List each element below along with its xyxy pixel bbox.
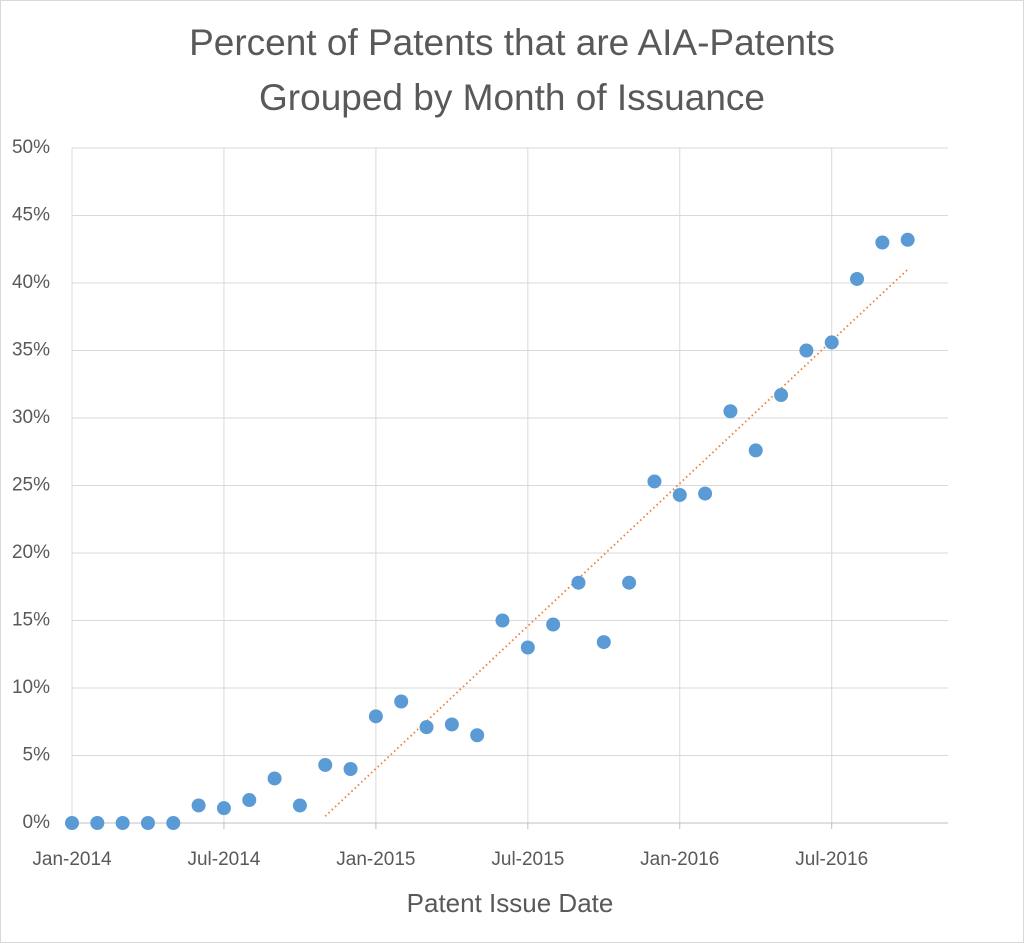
data-point [318, 758, 332, 772]
data-point [622, 576, 636, 590]
data-point [166, 816, 180, 830]
data-point [445, 717, 459, 731]
data-point [116, 816, 130, 830]
y-tick-label: 20% [12, 542, 50, 563]
x-tick-label: Jan-2016 [640, 849, 719, 870]
data-point [344, 762, 358, 776]
data-point [875, 236, 889, 250]
y-tick-label: 25% [12, 475, 50, 496]
data-point [90, 816, 104, 830]
data-point [546, 618, 560, 632]
x-tick-label: Jan-2014 [32, 849, 112, 870]
chart-title: Percent of Patents that are AIA-Patents [189, 22, 835, 63]
data-point [141, 816, 155, 830]
data-point [673, 488, 687, 502]
data-point [394, 695, 408, 709]
data-point [242, 793, 256, 807]
data-point [470, 728, 484, 742]
data-point [293, 798, 307, 812]
chart-title: Grouped by Month of Issuance [259, 77, 765, 118]
y-tick-label: 5% [23, 745, 51, 766]
data-point [496, 614, 510, 628]
data-point [799, 344, 813, 358]
data-point [420, 720, 434, 734]
y-tick-label: 45% [12, 205, 50, 226]
y-tick-label: 50% [12, 137, 50, 158]
data-point [571, 576, 585, 590]
x-tick-label: Jul-2015 [491, 849, 564, 870]
y-tick-label: 15% [12, 610, 50, 631]
data-point [647, 474, 661, 488]
data-point [850, 272, 864, 286]
y-tick-label: 0% [23, 812, 51, 833]
data-point [749, 443, 763, 457]
x-tick-label: Jan-2015 [336, 849, 415, 870]
y-tick-label: 35% [12, 340, 50, 361]
data-point [901, 233, 915, 247]
data-point [268, 771, 282, 785]
data-point [597, 635, 611, 649]
x-axis-title: Patent Issue Date [407, 888, 614, 918]
data-point [369, 709, 383, 723]
data-point [774, 388, 788, 402]
y-tick-label: 10% [12, 677, 50, 698]
y-tick-label: 40% [12, 272, 50, 293]
data-point [521, 641, 535, 655]
data-point [65, 816, 79, 830]
data-point [192, 798, 206, 812]
data-point [825, 335, 839, 349]
data-point [217, 801, 231, 815]
x-tick-label: Jul-2016 [795, 849, 868, 870]
data-point [723, 404, 737, 418]
data-point [698, 487, 712, 501]
y-tick-label: 30% [12, 407, 50, 428]
x-tick-label: Jul-2014 [187, 849, 260, 870]
